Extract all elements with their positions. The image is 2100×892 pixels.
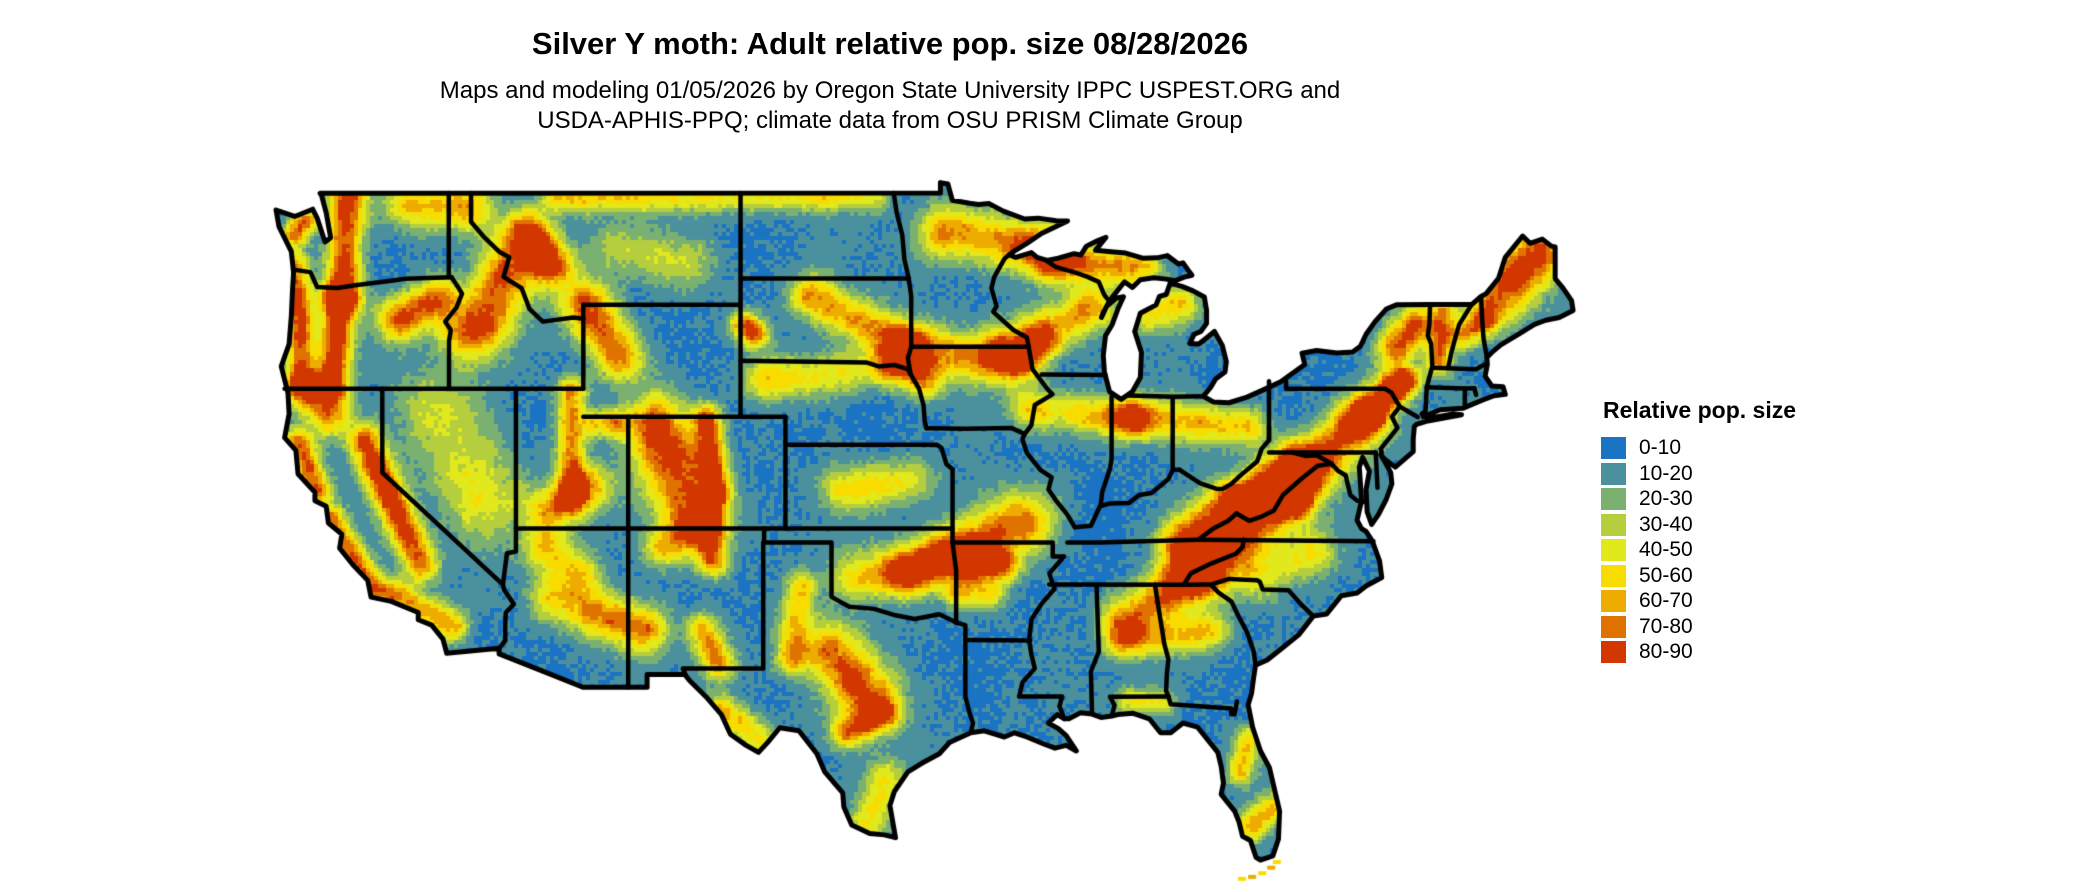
legend-item: 0-10 — [1601, 437, 1796, 459]
legend-item: 30-40 — [1601, 512, 1796, 536]
legend-label: 80-90 — [1639, 640, 1693, 663]
legend-swatch — [1601, 488, 1626, 510]
legend-swatch — [1601, 437, 1626, 459]
legend-item: 40-50 — [1601, 539, 1796, 561]
legend-swatch — [1601, 462, 1626, 485]
legend-label: 10-20 — [1639, 461, 1693, 485]
legend-item: 50-60 — [1601, 563, 1796, 587]
legend-label: 60-70 — [1639, 589, 1693, 612]
legend-swatch — [1601, 564, 1626, 587]
header: Silver Y moth: Adult relative pop. size … — [0, 0, 1780, 136]
subtitle-line-1: Maps and modeling 01/05/2026 by Oregon S… — [439, 77, 1341, 104]
legend-item: 60-70 — [1601, 590, 1796, 612]
legend-title: Relative pop. size — [1603, 397, 1797, 423]
legend-label: 40-50 — [1639, 538, 1693, 561]
legend-label: 20-30 — [1639, 487, 1693, 510]
legend-label: 0-10 — [1639, 436, 1682, 459]
legend-swatch — [1601, 590, 1626, 612]
legend-swatch — [1601, 641, 1626, 663]
legend-item: 10-20 — [1601, 461, 1796, 485]
legend-items: 0-10 10-20 20-30 30-40 40-50 50-60 60-70 70-80 8… — [1601, 437, 1796, 663]
legend-label: 50-60 — [1639, 563, 1693, 587]
map-subtitle: Maps and modeling 01/05/2026 by Oregon S… — [0, 76, 1780, 136]
legend-label: 30-40 — [1639, 512, 1693, 536]
legend-swatch — [1601, 615, 1626, 638]
legend-item: 20-30 — [1601, 488, 1796, 510]
legend-item: 80-90 — [1601, 641, 1796, 663]
subtitle-line-2: USDA-APHIS-PPQ; climate data from OSU PR… — [537, 107, 1243, 134]
legend-swatch — [1601, 513, 1626, 536]
legend-label: 70-80 — [1639, 614, 1693, 638]
legend-swatch — [1601, 539, 1626, 561]
map-title: Silver Y moth: Adult relative pop. size … — [531, 26, 1249, 61]
legend-item: 70-80 — [1601, 614, 1796, 638]
legend: Relative pop. size 0-10 10-20 20-30 30-40 40… — [1601, 397, 1796, 667]
